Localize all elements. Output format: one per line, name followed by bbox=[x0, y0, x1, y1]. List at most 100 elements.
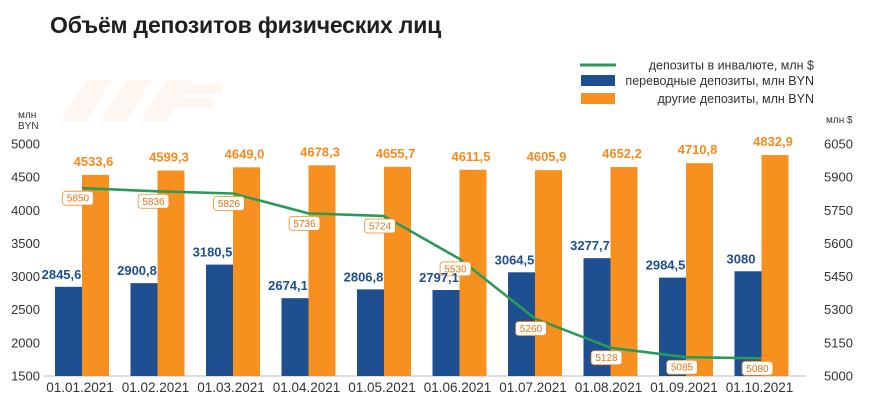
right-axis-tick: 5450 bbox=[824, 269, 853, 284]
left-axis-tick: 3500 bbox=[11, 236, 40, 251]
left-axis-tick: 2500 bbox=[11, 302, 40, 317]
bar-other-deposits bbox=[82, 174, 109, 376]
category-label: 01.09.2021 bbox=[650, 380, 718, 395]
line-foreign-currency-deposits bbox=[81, 186, 762, 360]
category-labels-group: 01.01.2021 01.02.2021 01.03.2021 01.04.2021… bbox=[46, 380, 793, 395]
category-label: 01.06.2021 bbox=[424, 380, 492, 395]
category-label: 01.04.2021 bbox=[273, 380, 341, 395]
data-label-line-point: 5836 bbox=[142, 197, 165, 208]
data-label-other: 4605,9 bbox=[527, 149, 567, 164]
data-label-transfer: 3064,5 bbox=[495, 252, 535, 267]
bar-other-deposits bbox=[610, 167, 638, 376]
data-label-other: 4652,2 bbox=[602, 146, 642, 161]
bar-transfer-deposits bbox=[357, 289, 384, 376]
left-axis-tick: 5000 bbox=[11, 137, 40, 152]
data-label-other: 4599,3 bbox=[149, 150, 189, 165]
data-label-other: 4710,8 bbox=[678, 142, 718, 157]
data-label-other: 4678,3 bbox=[300, 144, 340, 159]
bar-other-deposits bbox=[686, 163, 713, 376]
left-axis-tick: 4000 bbox=[11, 203, 40, 218]
bar-transfer-deposits bbox=[55, 286, 82, 376]
bars-group bbox=[55, 155, 789, 376]
data-label-transfer: 2797,1 bbox=[419, 270, 459, 285]
bar-other-deposits bbox=[761, 155, 789, 376]
legend-label-transfer: переводные депозиты, млн BYN bbox=[625, 74, 814, 88]
bar-transfer-deposits bbox=[659, 277, 686, 376]
data-label-transfer: 2900,8 bbox=[117, 263, 157, 278]
data-label-other: 4832,9 bbox=[753, 134, 793, 149]
data-label-line-point: 5530 bbox=[444, 264, 467, 275]
line-point-label-box bbox=[137, 193, 170, 209]
data-label-line-point: 5080 bbox=[746, 364, 769, 375]
line-point-label-box bbox=[364, 218, 396, 234]
data-label-transfer: 2806,8 bbox=[344, 269, 384, 284]
right-axis-tick: 5000 bbox=[824, 369, 853, 384]
category-label: 01.05.2021 bbox=[348, 380, 416, 395]
right-axis: млн $ 5000 5150 5300 5450 5600 5750 5900 6050 bbox=[824, 115, 853, 384]
left-axis-tick: 4500 bbox=[11, 170, 40, 185]
data-label-line-point: 5260 bbox=[520, 324, 543, 335]
bar-other-deposits bbox=[384, 166, 411, 376]
line-point-label-box bbox=[590, 350, 623, 366]
data-label-transfer: 2984,5 bbox=[646, 258, 686, 273]
right-axis-tick: 5600 bbox=[824, 236, 853, 251]
category-label: 01.10.2021 bbox=[726, 380, 794, 395]
category-label: 01.03.2021 bbox=[197, 380, 265, 395]
data-label-transfer: 2845,6 bbox=[42, 267, 82, 282]
line-series-group: 5850 5836 5826 5736 5724 5530 5260 5128 5085 5080 bbox=[62, 186, 774, 376]
line-point-label-box bbox=[515, 321, 547, 336]
category-label: 01.01.2021 bbox=[46, 380, 114, 395]
line-point-label-box bbox=[741, 360, 774, 376]
left-axis-tick: 2000 bbox=[11, 335, 40, 350]
bar-other-deposits bbox=[535, 170, 562, 376]
bar-transfer-deposits bbox=[432, 290, 460, 376]
right-axis-unit: млн $ bbox=[826, 115, 853, 126]
right-axis-tick: 5300 bbox=[824, 302, 853, 317]
chart-title: Объём депозитов физических лиц bbox=[50, 12, 442, 38]
data-label-other: 4533,6 bbox=[74, 154, 114, 169]
data-label-line-point: 5826 bbox=[218, 199, 241, 210]
line-point-label-box bbox=[62, 190, 94, 206]
data-label-line-point: 5085 bbox=[671, 363, 694, 374]
line-point-label-box bbox=[288, 215, 321, 231]
right-axis-tick: 6050 bbox=[824, 137, 853, 152]
data-label-transfer: 2674,1 bbox=[268, 278, 308, 293]
left-axis-tick: 3000 bbox=[11, 269, 40, 284]
right-axis-tick: 5150 bbox=[824, 335, 853, 350]
legend: депозиты в инвалюте, млн $переводные деп… bbox=[580, 59, 814, 106]
legend-label-line: депозиты в инвалюте, млн $ bbox=[649, 59, 814, 73]
right-axis-tick: 5900 bbox=[824, 170, 853, 185]
data-label-transfer: 3277,7 bbox=[570, 238, 610, 253]
watermark-logo bbox=[60, 80, 222, 122]
data-label-other: 4649,0 bbox=[225, 146, 265, 161]
category-label: 01.07.2021 bbox=[499, 380, 567, 395]
data-label-other: 4611,5 bbox=[451, 149, 490, 164]
bar-transfer-deposits bbox=[130, 283, 158, 376]
data-label-transfer: 3080 bbox=[727, 251, 756, 266]
line-point-label-box bbox=[213, 196, 245, 211]
data-labels-group: 2845,6 4533,6 2900,8 4599,3 3180,5 4649,0 2674… bbox=[42, 134, 793, 293]
category-label: 01.02.2021 bbox=[122, 380, 190, 395]
line-point-label-box bbox=[666, 359, 698, 375]
left-axis-unit: млн bbox=[18, 110, 36, 121]
right-axis-tick: 5750 bbox=[824, 203, 853, 218]
data-label-line-point: 5128 bbox=[595, 353, 618, 364]
data-label-line-point: 5724 bbox=[369, 222, 392, 233]
data-label-line-point: 5850 bbox=[67, 194, 90, 205]
data-label-transfer: 3180,5 bbox=[193, 245, 233, 260]
left-axis-tick: 1500 bbox=[11, 369, 40, 384]
left-axis-unit: BYN bbox=[18, 121, 39, 132]
data-label-line-point: 5736 bbox=[293, 219, 316, 230]
bar-transfer-deposits bbox=[281, 298, 309, 376]
legend-swatch-transfer bbox=[581, 75, 615, 86]
bar-other-deposits bbox=[308, 165, 336, 376]
bar-transfer-deposits bbox=[206, 264, 233, 376]
legend-swatch-other bbox=[581, 93, 615, 104]
legend-label-other: другие депозиты, млн BYN bbox=[658, 92, 814, 106]
line-point-label-box bbox=[439, 261, 472, 277]
category-label: 01.08.2021 bbox=[575, 380, 643, 395]
data-label-other: 4655,7 bbox=[376, 146, 416, 161]
bar-transfer-deposits bbox=[734, 271, 762, 376]
